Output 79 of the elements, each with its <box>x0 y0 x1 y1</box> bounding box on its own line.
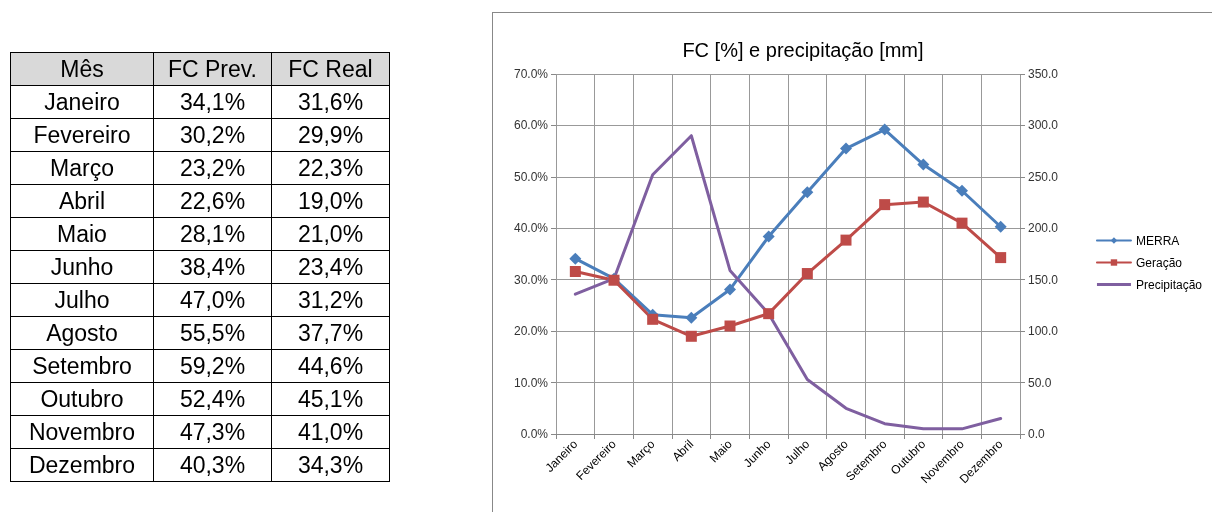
point <box>840 142 852 155</box>
text: 34,1% <box>153 85 272 119</box>
text: 19,0% <box>271 184 390 218</box>
y-tick-label: 50.0% <box>513 169 549 184</box>
y2-tick-label: 350.0 <box>1028 67 1059 81</box>
point <box>879 199 891 211</box>
point <box>763 308 775 320</box>
text: 40,3% <box>153 448 272 482</box>
text: 23,2% <box>153 151 272 185</box>
point <box>801 268 813 280</box>
text: 52,4% <box>153 382 272 416</box>
text: Setembro <box>10 349 154 383</box>
text: Fevereiro <box>10 118 154 152</box>
text: 22,6% <box>153 184 272 218</box>
point <box>878 123 891 136</box>
text: 29,9% <box>271 118 390 152</box>
point <box>569 252 582 265</box>
y-tick-label: 30.0% <box>513 272 549 287</box>
text: 37,7% <box>271 316 390 350</box>
point <box>685 330 697 342</box>
text: FC Prev. <box>153 52 272 86</box>
point <box>956 217 968 229</box>
text: FC Real <box>271 52 390 86</box>
y2-tick-label: 150.0 <box>1028 272 1059 287</box>
legend-label: Precipitação <box>1135 277 1203 292</box>
text: 44,6% <box>271 349 390 383</box>
text: Outubro <box>10 382 154 416</box>
text: 41,0% <box>271 415 390 449</box>
line-series <box>573 134 1003 431</box>
y-tick-label: 0.0% <box>520 427 549 441</box>
text: Março <box>10 151 154 185</box>
y-tick-label: 40.0% <box>513 221 549 236</box>
point <box>569 265 581 277</box>
text: 21,0% <box>271 217 390 251</box>
text: Janeiro <box>10 85 154 119</box>
text: 34,3% <box>271 448 390 482</box>
text: Maio <box>10 217 154 251</box>
text: 38,4% <box>153 250 272 284</box>
text: 28,1% <box>153 217 272 251</box>
point <box>647 313 659 325</box>
text: Mês <box>10 52 154 86</box>
text: 59,2% <box>153 349 272 383</box>
y-tick-label: 70.0% <box>513 67 549 81</box>
point <box>956 184 968 197</box>
text: 31,6% <box>271 85 390 119</box>
text: 47,3% <box>153 415 272 449</box>
text: Junho <box>10 250 154 284</box>
y2-tick-label: 300.0 <box>1028 118 1059 133</box>
point <box>724 320 736 332</box>
text: 31,2% <box>271 283 390 317</box>
point <box>994 220 1007 233</box>
point <box>917 196 929 208</box>
y2-tick-label: 50.0 <box>1028 375 1052 390</box>
text: 47,0% <box>153 283 272 317</box>
text: 23,4% <box>271 250 390 284</box>
point <box>724 283 736 296</box>
text: Agosto <box>10 316 154 350</box>
point <box>801 186 814 199</box>
point <box>840 234 852 246</box>
y-tick-label: 60.0% <box>513 118 549 133</box>
text: 30,2% <box>153 118 272 152</box>
legend-label: MERRA <box>1135 233 1180 248</box>
point <box>995 252 1007 264</box>
y2-tick-label: 100.0 <box>1028 324 1059 339</box>
y2-tick-label: 250.0 <box>1028 169 1059 184</box>
text: Abril <box>10 184 154 218</box>
text: 45,1% <box>271 382 390 416</box>
point <box>762 230 775 243</box>
point <box>685 311 698 324</box>
chart-title: FC [%] e precipitação [mm] <box>682 39 924 61</box>
text: Julho <box>10 283 154 317</box>
y2-tick-label: 200.0 <box>1028 221 1059 236</box>
y-tick-label: 10.0% <box>513 375 549 390</box>
text: 55,5% <box>153 316 272 350</box>
text: 22,3% <box>271 151 390 185</box>
y-tick-label: 20.0% <box>513 324 549 339</box>
point <box>917 158 930 171</box>
legend-label: Geração <box>1135 255 1183 270</box>
y2-tick-label: 0.0 <box>1028 427 1046 441</box>
